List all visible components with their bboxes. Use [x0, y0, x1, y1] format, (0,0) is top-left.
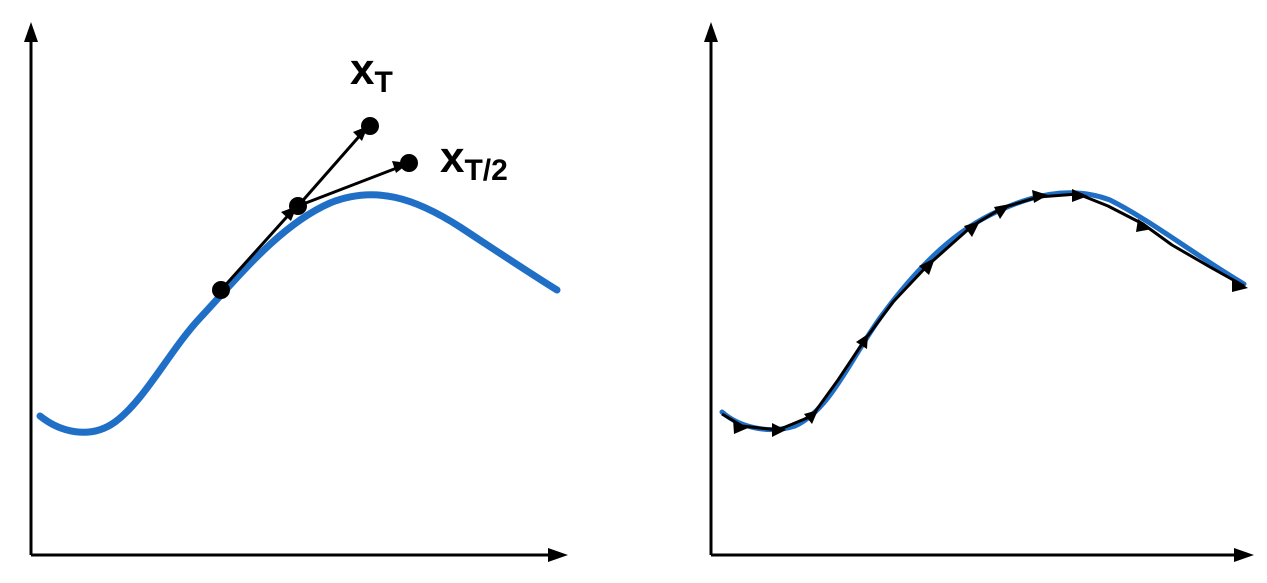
step-arrowhead-1 [733, 419, 748, 434]
euler-points [212, 117, 418, 299]
vector-step-1 [219, 208, 295, 292]
point-mid [289, 197, 307, 215]
step-arrowhead-10 [1136, 219, 1152, 232]
label-xt-sub: T [374, 66, 392, 99]
vector-to-xt [296, 131, 365, 207]
point-xt [361, 117, 379, 135]
label-xt-main: x [350, 45, 375, 94]
step-arrowhead-3 [804, 410, 818, 424]
label-xt2: xT/2 [440, 133, 508, 187]
step-arrowhead-6 [964, 221, 980, 237]
right-panel [704, 22, 1254, 562]
step-arrowhead-4 [856, 334, 868, 349]
label-xt2-sub: T/2 [464, 154, 507, 187]
step-arrowhead-5 [919, 258, 935, 275]
left-panel: xT xT/2 [24, 22, 568, 562]
left-x-axis-arrowhead [548, 548, 568, 562]
step-arrowhead-7 [994, 204, 1010, 219]
small-step-trajectory [721, 189, 1248, 437]
right-x-axis-arrowhead [1234, 548, 1254, 562]
step-arrowhead-8 [1032, 190, 1048, 203]
left-y-axis-arrowhead [24, 22, 38, 42]
left-blue-curve [36, 191, 561, 436]
right-y-axis-arrowhead [704, 22, 718, 42]
point-start [212, 281, 230, 299]
step-arrowhead-9 [1072, 189, 1088, 202]
step-arrowhead-11 [1232, 278, 1248, 292]
small-step-polyline [721, 192, 1245, 432]
point-xt2 [400, 154, 418, 172]
vector-to-xt2 [297, 164, 403, 208]
right-axes [704, 22, 1254, 562]
left-axes [24, 22, 568, 562]
label-xt2-main: x [440, 133, 465, 182]
label-xt: xT [350, 45, 393, 99]
step-arrowhead-2 [772, 423, 786, 437]
right-blue-curve [719, 190, 1247, 432]
